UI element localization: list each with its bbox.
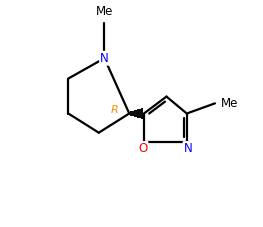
Text: R: R	[111, 105, 118, 115]
Text: N: N	[184, 142, 192, 155]
Text: N: N	[100, 52, 109, 65]
Text: Me: Me	[221, 97, 238, 110]
Text: O: O	[138, 142, 147, 155]
Text: Me: Me	[96, 5, 113, 18]
